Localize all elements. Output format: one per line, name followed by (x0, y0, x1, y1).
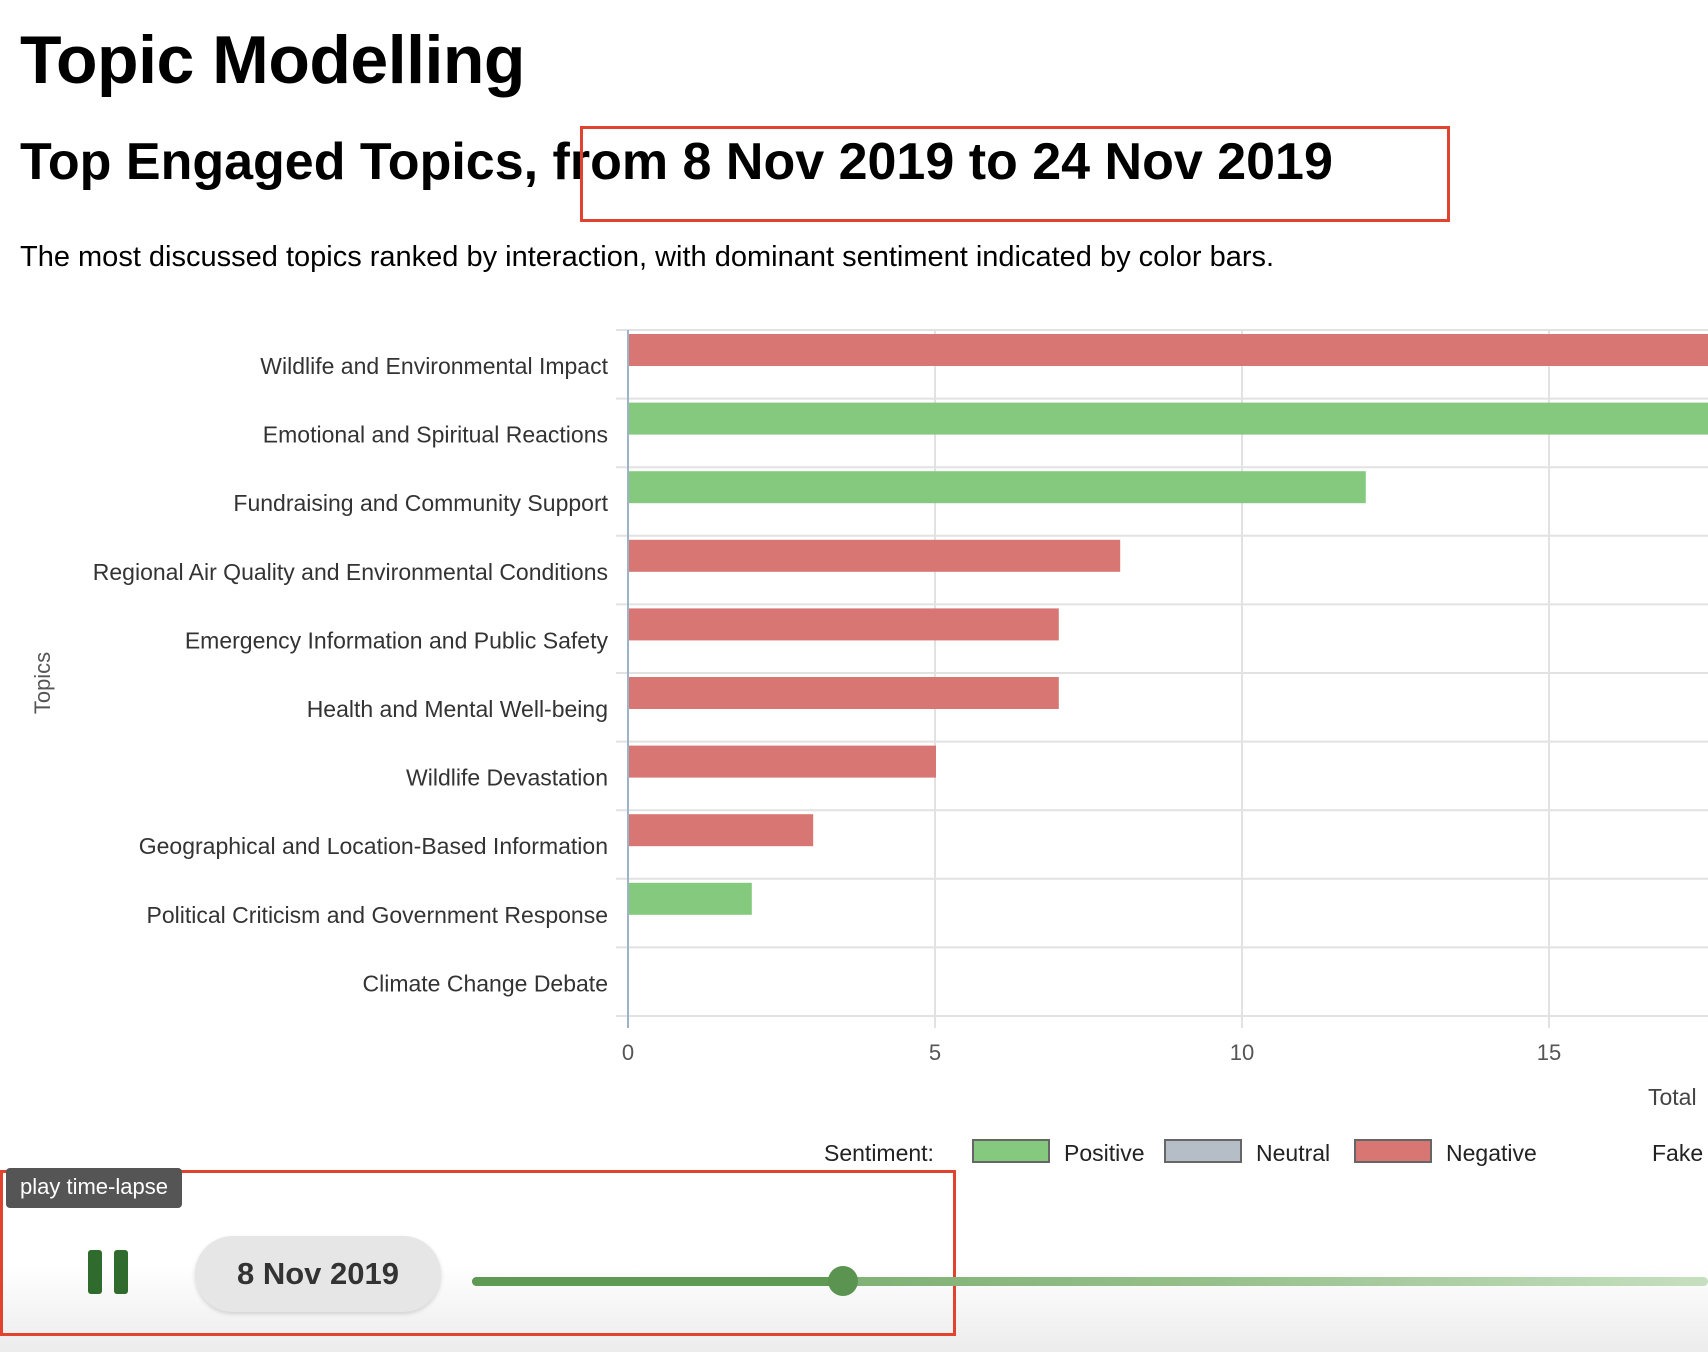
timeline-slider-fill (472, 1277, 843, 1286)
date-range-highlight-box (580, 126, 1450, 222)
date-range-label: from 8 Nov 2019 to 24 Nov 2019 (552, 133, 1333, 191)
current-date-badge: 8 Nov 2019 (195, 1236, 441, 1312)
category-label: Emergency Information and Public Safety (185, 627, 609, 653)
x-tick-label: 10 (1230, 1040, 1254, 1065)
topics-bar-chart: 0 5 10 15 Wildlife and Environmental Impact E… (30, 329, 1708, 1065)
timeline-slider-track[interactable] (472, 1277, 1708, 1286)
chart-description: The most discussed topics ranked by inte… (20, 241, 1275, 273)
chart-heading: Top Engaged Topics, from 8 Nov 2019 to 2… (20, 132, 1333, 192)
x-tick-label: 15 (1537, 1040, 1561, 1065)
category-label: Fundraising and Community Support (233, 490, 608, 516)
bar-8 (629, 814, 814, 847)
pause-icon-bar-left (88, 1250, 102, 1294)
legend-label-negative[interactable]: Negative (1446, 1140, 1537, 1166)
bar-5 (629, 608, 1059, 641)
player-highlight-box (0, 1170, 956, 1336)
x-axis-title: Total (1648, 1084, 1697, 1110)
chart-heading-prefix: Top Engaged Topics, (20, 133, 539, 191)
bar-9 (629, 882, 752, 915)
legend-title: Sentiment: (824, 1140, 934, 1166)
category-label: Regional Air Quality and Environmental C… (93, 559, 608, 585)
play-tooltip: play time-lapse (6, 1168, 182, 1208)
pause-icon-bar-right (114, 1250, 128, 1294)
x-tick-label: 0 (622, 1040, 634, 1065)
timeline-slider-thumb[interactable] (827, 1266, 858, 1296)
pause-button[interactable] (88, 1250, 128, 1294)
category-label: Geographical and Location-Based Informat… (139, 833, 608, 859)
category-label: Political Criticism and Government Respo… (147, 902, 608, 928)
legend-swatch-neutral[interactable] (1164, 1139, 1242, 1163)
bar-6 (629, 677, 1059, 709)
category-label: Wildlife Devastation (406, 765, 608, 791)
bar-1 (629, 334, 1708, 366)
sentiment-legend: Sentiment: Positive Neutral Negative Fak… (0, 1138, 1708, 1170)
x-tick-label: 5 (929, 1040, 941, 1065)
y-axis-title: Topics (30, 652, 55, 714)
bar-4 (629, 539, 1121, 572)
category-label: Health and Mental Well-being (307, 696, 608, 722)
legend-label-positive[interactable]: Positive (1064, 1140, 1145, 1166)
bar-7 (629, 745, 936, 778)
legend-swatch-negative[interactable] (1354, 1139, 1432, 1163)
category-label: Wildlife and Environmental Impact (260, 353, 608, 379)
legend-label-neutral[interactable]: Neutral (1256, 1140, 1331, 1166)
page-title: Topic Modelling (20, 22, 525, 98)
category-label: Climate Change Debate (363, 970, 608, 996)
category-label: Emotional and Spiritual Reactions (263, 422, 608, 448)
legend-swatch-positive[interactable] (972, 1139, 1050, 1163)
bar-2 (629, 402, 1708, 435)
legend-label-fake[interactable]: Fake (1652, 1140, 1704, 1166)
bar-3 (629, 471, 1366, 504)
